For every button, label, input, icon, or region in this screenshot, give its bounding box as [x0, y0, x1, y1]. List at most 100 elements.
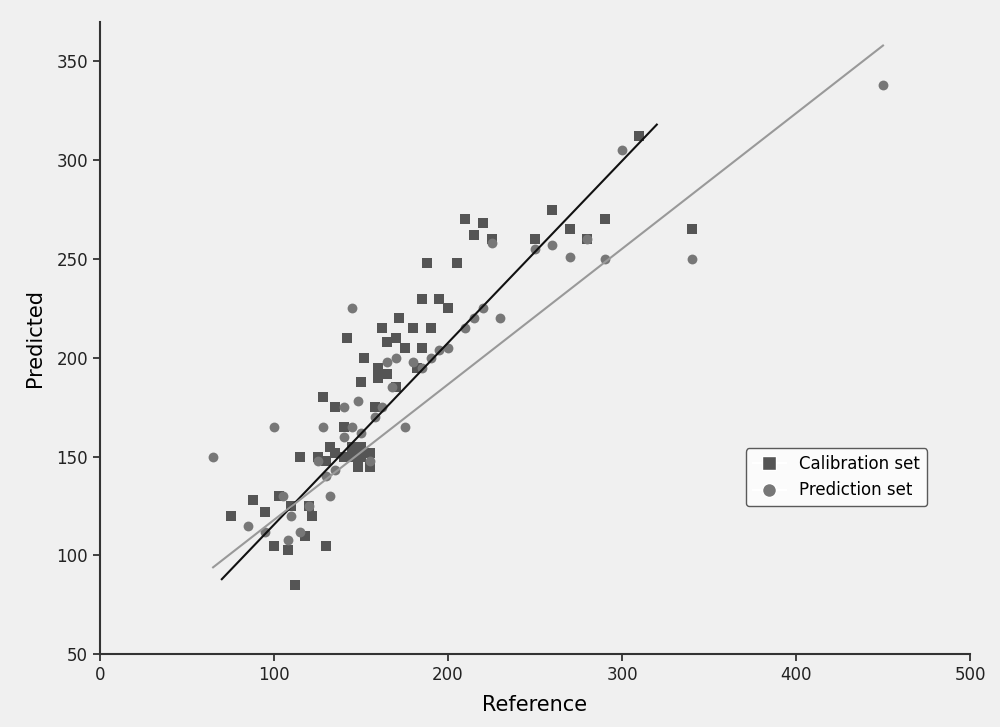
Prediction set: [384, 382, 400, 393]
Calibration set: [257, 506, 273, 518]
Prediction set: [275, 490, 291, 502]
Calibration set: [405, 322, 421, 334]
Calibration set: [597, 214, 613, 225]
Calibration set: [310, 451, 326, 462]
Calibration set: [327, 401, 343, 413]
Prediction set: [440, 342, 456, 354]
Calibration set: [344, 451, 360, 462]
Calibration set: [367, 401, 383, 413]
Prediction set: [292, 526, 308, 537]
Prediction set: [614, 145, 630, 156]
Prediction set: [310, 455, 326, 467]
Calibration set: [419, 257, 435, 269]
Prediction set: [562, 252, 578, 263]
Calibration set: [396, 342, 413, 354]
Prediction set: [374, 401, 390, 413]
Prediction set: [350, 395, 366, 407]
Prediction set: [457, 322, 473, 334]
Prediction set: [315, 421, 331, 433]
Calibration set: [280, 544, 296, 555]
Prediction set: [353, 427, 369, 438]
Prediction set: [367, 411, 383, 423]
Calibration set: [379, 336, 395, 348]
Prediction set: [423, 352, 439, 364]
Prediction set: [492, 313, 508, 324]
Calibration set: [440, 302, 456, 314]
Calibration set: [527, 233, 543, 245]
Calibration set: [414, 342, 430, 354]
Prediction set: [544, 239, 560, 251]
Calibration set: [466, 230, 482, 241]
Calibration set: [449, 257, 465, 269]
Prediction set: [344, 302, 360, 314]
Prediction set: [527, 244, 543, 255]
X-axis label: Reference: Reference: [482, 695, 588, 715]
Calibration set: [562, 223, 578, 235]
Calibration set: [336, 451, 352, 462]
Calibration set: [544, 204, 560, 215]
Calibration set: [353, 376, 369, 387]
Calibration set: [379, 368, 395, 379]
Prediction set: [280, 534, 296, 545]
Prediction set: [205, 451, 221, 462]
Prediction set: [362, 455, 378, 467]
Calibration set: [222, 510, 239, 522]
Calibration set: [301, 500, 317, 512]
Calibration set: [322, 441, 338, 453]
Calibration set: [579, 233, 595, 245]
Prediction set: [579, 233, 595, 245]
Calibration set: [318, 455, 334, 467]
Calibration set: [283, 500, 299, 512]
Calibration set: [362, 447, 378, 459]
Prediction set: [466, 313, 482, 324]
Calibration set: [339, 332, 355, 344]
Prediction set: [379, 356, 395, 368]
Prediction set: [875, 79, 891, 91]
Calibration set: [336, 421, 352, 433]
Calibration set: [327, 447, 343, 459]
Prediction set: [301, 500, 317, 512]
Calibration set: [245, 494, 261, 506]
Calibration set: [356, 352, 372, 364]
Calibration set: [271, 490, 287, 502]
Calibration set: [266, 539, 282, 551]
Prediction set: [336, 401, 352, 413]
Prediction set: [336, 431, 352, 443]
Calibration set: [353, 451, 369, 462]
Calibration set: [414, 293, 430, 305]
Prediction set: [475, 302, 491, 314]
Calibration set: [310, 451, 326, 462]
Y-axis label: Predicted: Predicted: [25, 289, 45, 387]
Calibration set: [391, 313, 407, 324]
Prediction set: [684, 253, 700, 265]
Calibration set: [318, 539, 334, 551]
Prediction set: [597, 253, 613, 265]
Prediction set: [257, 526, 273, 537]
Calibration set: [684, 223, 700, 235]
Prediction set: [327, 465, 343, 476]
Legend: Calibration set, Prediction set: Calibration set, Prediction set: [746, 449, 927, 506]
Calibration set: [484, 233, 500, 245]
Calibration set: [388, 382, 404, 393]
Prediction set: [266, 421, 282, 433]
Calibration set: [423, 322, 439, 334]
Prediction set: [431, 344, 447, 356]
Prediction set: [414, 362, 430, 374]
Calibration set: [315, 392, 331, 403]
Prediction set: [283, 510, 299, 522]
Prediction set: [344, 421, 360, 433]
Calibration set: [287, 579, 303, 591]
Calibration set: [475, 217, 491, 229]
Calibration set: [353, 441, 369, 453]
Calibration set: [431, 293, 447, 305]
Calibration set: [304, 510, 320, 522]
Calibration set: [457, 214, 473, 225]
Prediction set: [388, 352, 404, 364]
Calibration set: [374, 322, 390, 334]
Calibration set: [362, 461, 378, 473]
Prediction set: [405, 356, 421, 368]
Calibration set: [350, 461, 366, 473]
Prediction set: [318, 470, 334, 482]
Calibration set: [370, 371, 386, 383]
Calibration set: [631, 131, 647, 142]
